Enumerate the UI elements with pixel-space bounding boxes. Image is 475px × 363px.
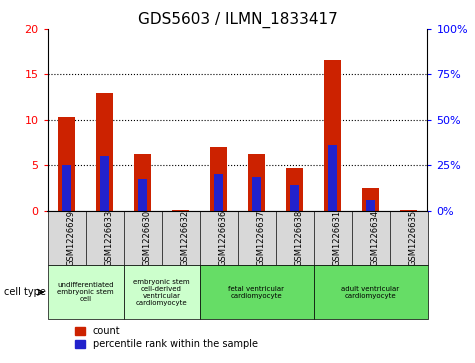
- Text: GSM1226633: GSM1226633: [104, 210, 114, 266]
- Text: adult ventricular
cardiomyocyte: adult ventricular cardiomyocyte: [342, 286, 399, 299]
- Bar: [286, 168, 303, 211]
- Legend: count, percentile rank within the sample: count, percentile rank within the sample: [71, 322, 262, 353]
- Bar: [138, 179, 147, 211]
- Bar: [100, 156, 109, 211]
- Text: fetal ventricular
cardiomyocyte: fetal ventricular cardiomyocyte: [228, 286, 285, 299]
- Text: embryonic stem
cell-derived
ventricular
cardiomyocyte: embryonic stem cell-derived ventricular …: [133, 279, 190, 306]
- Bar: [210, 147, 227, 211]
- Text: GSM1226630: GSM1226630: [142, 210, 152, 266]
- Text: GSM1226635: GSM1226635: [408, 210, 418, 266]
- Bar: [362, 188, 379, 211]
- Bar: [96, 93, 113, 211]
- Text: GSM1226632: GSM1226632: [180, 210, 190, 266]
- Bar: [62, 165, 71, 211]
- Bar: [328, 145, 337, 211]
- Title: GDS5603 / ILMN_1833417: GDS5603 / ILMN_1833417: [138, 12, 337, 28]
- Bar: [252, 177, 261, 211]
- Bar: [124, 265, 200, 319]
- Bar: [314, 265, 428, 319]
- Text: GSM1226629: GSM1226629: [66, 210, 76, 266]
- Bar: [48, 265, 124, 319]
- Bar: [134, 154, 151, 211]
- Bar: [214, 174, 223, 211]
- Text: cell type: cell type: [4, 287, 46, 297]
- Bar: [290, 185, 299, 211]
- Bar: [200, 265, 314, 319]
- Text: GSM1226638: GSM1226638: [294, 210, 304, 266]
- Text: GSM1226631: GSM1226631: [332, 210, 342, 266]
- Text: GSM1226637: GSM1226637: [256, 210, 266, 266]
- Bar: [366, 200, 375, 211]
- Text: GSM1226634: GSM1226634: [370, 210, 380, 266]
- Text: GSM1226636: GSM1226636: [218, 210, 228, 266]
- Bar: [58, 117, 75, 211]
- Bar: [400, 210, 417, 211]
- Bar: [172, 210, 189, 211]
- Text: undifferentiated
embryonic stem
cell: undifferentiated embryonic stem cell: [57, 282, 114, 302]
- Bar: [324, 60, 341, 211]
- Bar: [248, 154, 265, 211]
